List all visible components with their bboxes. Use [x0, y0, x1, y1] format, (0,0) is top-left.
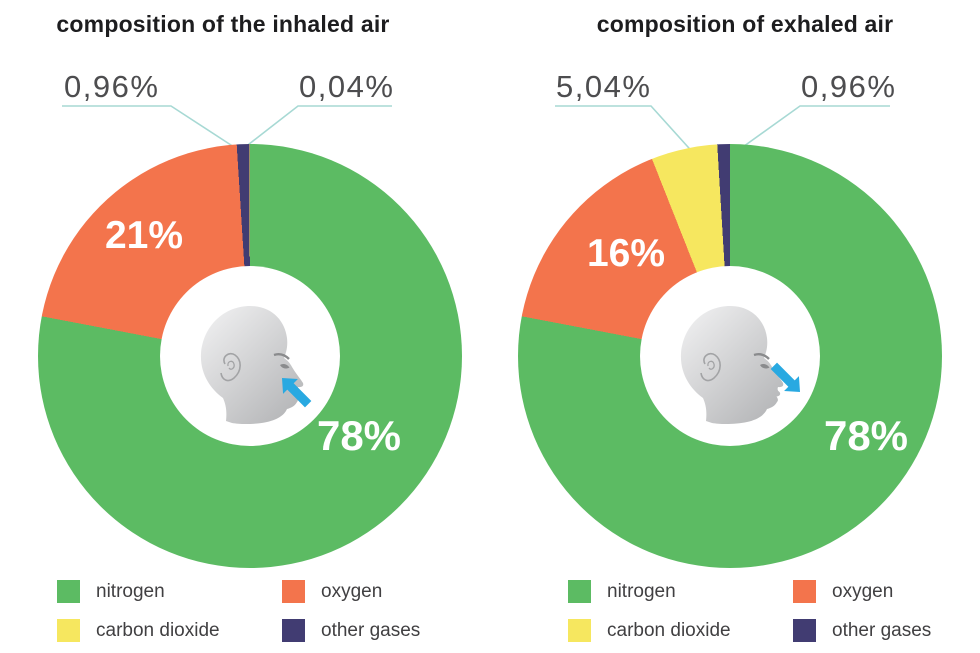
legend-label: carbon dioxide: [607, 619, 731, 641]
callout-leader-lines: [62, 105, 392, 149]
legend: nitrogen oxygen carbon dioxide other gas…: [568, 572, 980, 650]
legend-item-carbon-dioxide: carbon dioxide: [57, 611, 282, 650]
legend-label: nitrogen: [607, 580, 676, 602]
other-gases-swatch-icon: [282, 619, 305, 642]
other-gases-swatch-icon: [793, 619, 816, 642]
legend-item-other-gases: other gases: [282, 611, 507, 650]
head-profile-exhale-icon: [679, 304, 800, 426]
donut-hole: [640, 266, 820, 446]
donut-chart-inhaled: 21% 78%: [38, 144, 462, 568]
nitrogen-slice-label: 78%: [823, 412, 909, 459]
chart-title-exhaled: composition of exhaled air: [596, 11, 894, 37]
inhaled-air-chart-panel: composition of the inhaled air 0,96% 0,0…: [38, 11, 462, 642]
legend-item-other-gases: other gases: [793, 611, 980, 650]
oxygen-swatch-icon: [793, 580, 816, 603]
legend-item-nitrogen: nitrogen: [568, 572, 793, 611]
legend-item-oxygen: oxygen: [793, 572, 980, 611]
legend-label: nitrogen: [96, 580, 165, 602]
exhale-arrow-icon: [770, 362, 800, 392]
legend-label: other gases: [832, 619, 932, 641]
carbon-dioxide-swatch-icon: [568, 619, 591, 642]
callout-leader-lines: [555, 105, 890, 158]
nitrogen-swatch-icon: [57, 580, 80, 603]
legend-item-oxygen: oxygen: [282, 572, 507, 611]
donut-hole: [160, 266, 340, 446]
nitrogen-swatch-icon: [568, 580, 591, 603]
legend-item-nitrogen: nitrogen: [57, 572, 282, 611]
exhaled-air-chart-panel: composition of exhaled air 5,04% 0,96% 1…: [490, 0, 980, 653]
oxygen-slice-label: 16%: [586, 232, 666, 275]
head-profile-inhale-icon: [199, 304, 312, 426]
legend-label: oxygen: [832, 580, 894, 602]
chart-title-inhaled: composition of the inhaled air: [56, 11, 390, 37]
legend-label: oxygen: [321, 580, 383, 602]
callout-label-carbon-dioxide: 5,04%: [556, 69, 652, 104]
oxygen-slice-label: 21%: [104, 214, 184, 257]
legend-label: carbon dioxide: [96, 619, 220, 641]
oxygen-swatch-icon: [282, 580, 305, 603]
inhale-arrow-icon: [282, 378, 312, 408]
legend-item-carbon-dioxide: carbon dioxide: [568, 611, 793, 650]
callout-label-carbon-dioxide: 0,04%: [299, 69, 395, 104]
nitrogen-slice-label: 78%: [316, 412, 402, 459]
carbon-dioxide-swatch-icon: [57, 619, 80, 642]
callout-label-other-gases: 0,96%: [64, 69, 160, 104]
donut-chart-exhaled: 16% 78%: [518, 144, 942, 568]
legend-label: other gases: [321, 619, 421, 641]
callout-label-other-gases: 0,96%: [801, 69, 897, 104]
legend: nitrogen oxygen carbon dioxide other gas…: [57, 572, 507, 650]
